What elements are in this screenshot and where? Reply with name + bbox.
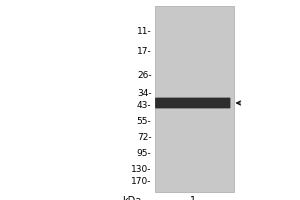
Text: 55-: 55- [137,116,152,126]
Text: 130-: 130- [131,164,152,173]
Text: 72-: 72- [137,132,152,142]
Text: 170-: 170- [131,176,152,186]
Text: kDa: kDa [122,196,141,200]
Text: 26-: 26- [137,71,152,79]
FancyBboxPatch shape [155,98,230,108]
Text: 11-: 11- [137,26,152,36]
Text: 17-: 17- [137,46,152,55]
Bar [154,6,234,192]
Text: 95-: 95- [137,148,152,158]
Text: 1: 1 [190,196,196,200]
Text: 43-: 43- [137,102,152,110]
Text: 34-: 34- [137,88,152,98]
